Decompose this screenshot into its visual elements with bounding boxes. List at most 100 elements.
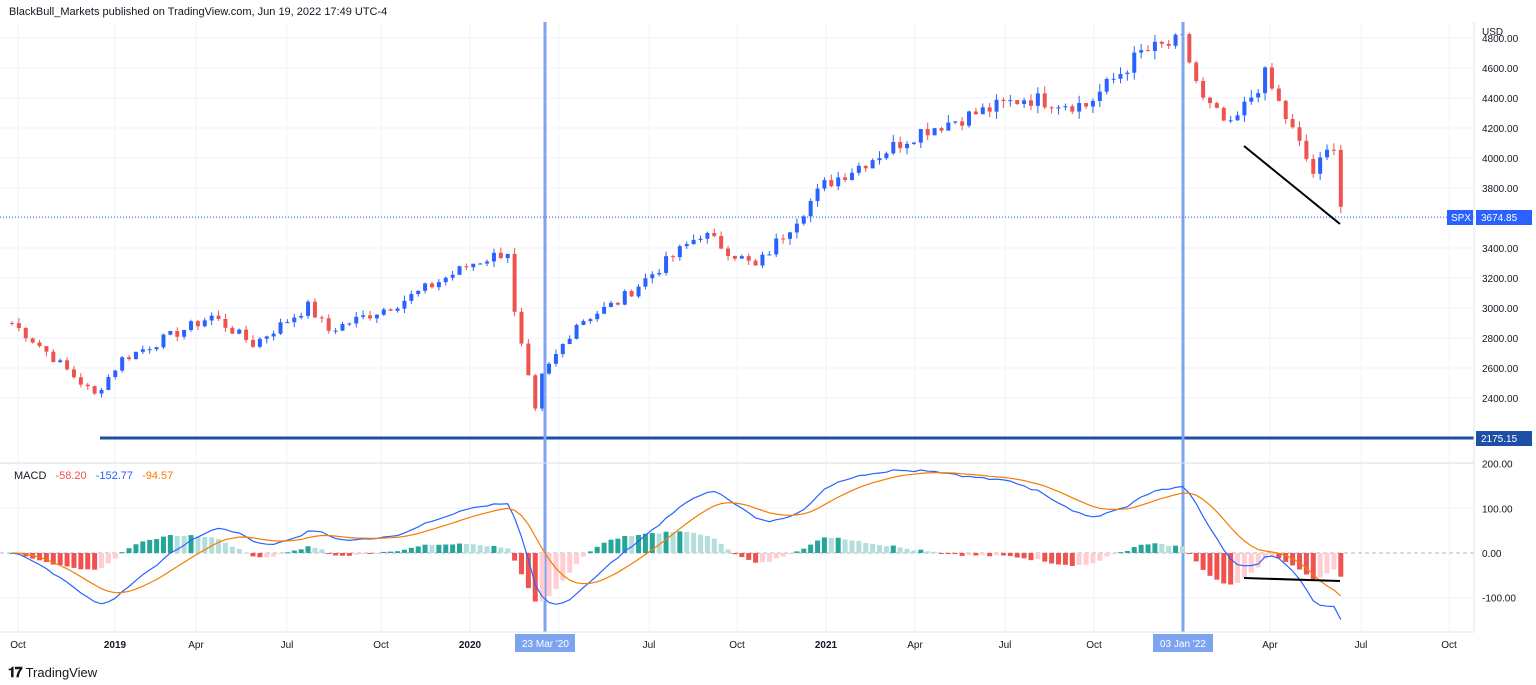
price-tick-label: 3000.00 [1482,304,1519,315]
price-trendline[interactable] [1243,145,1341,225]
candle-body [856,165,861,173]
candle-body [140,349,145,352]
macd-hist-bar [698,534,704,553]
macd-hist-bar [877,545,883,553]
candle-body [967,111,972,126]
macd-hist-bar [994,553,1000,556]
candle-body [1056,107,1061,109]
candle-body [78,377,83,385]
candle-body [478,263,483,265]
macd-hist-bar [195,536,201,553]
candlestick-series [10,31,1343,412]
macd-hist-bar [50,553,56,565]
grid [0,22,1474,632]
candle-body [698,238,703,240]
macd-hist-bar [945,553,951,554]
candle-body [464,266,469,268]
macd-hist-bar [339,553,345,556]
macd-axis[interactable]: 200.00 100.00 0.00 -100.00 [1482,460,1516,605]
macd-hist-bar [546,553,552,597]
candle-body [588,319,593,322]
macd-hist-bar [808,544,814,553]
candle-body [567,338,572,345]
candle-body [760,254,765,266]
macd-hist-bar [250,553,256,557]
tradingview-brand[interactable]: 𝟏𝟕 TradingView [8,664,97,681]
candle-body [1207,97,1212,104]
candle-body [106,377,111,390]
macd-hist-bar [518,553,524,575]
candle-body [1001,99,1006,102]
candle-body [636,286,641,297]
candle-body [319,317,324,319]
candle-body [347,323,352,325]
candle-body [973,111,978,115]
macd-hist-bar [615,538,621,553]
macd-hist-bar [883,546,889,553]
macd-hist-bar [512,553,518,561]
macd-hist-bar [732,553,738,555]
macd-hist-bar [99,553,105,569]
macd-hist-bar [1014,553,1020,558]
candle-body [154,347,159,350]
macd-hist-bar [415,546,421,553]
macd-trendline[interactable] [1243,577,1341,582]
candle-body [1276,88,1281,101]
macd-hist-bar [284,552,290,554]
macd-hist-bar [1283,553,1289,562]
macd-hist-bar [938,553,944,554]
candle-body [161,334,166,348]
macd-hist-bar [71,553,77,568]
macd-hist-bar [918,549,924,553]
macd-hist-bar [92,553,98,570]
macd-hist-bar [319,549,325,553]
candle-body [781,238,786,240]
candle-body [684,244,689,247]
time-axis[interactable]: Oct 2019 Apr Jul Oct 2020 Apr Jul Oct 2021 Apr Jul O… [10,640,1457,651]
candle-body [595,313,600,320]
macd-hist-bar [594,546,600,553]
macd-hist-bar [388,551,394,553]
candle-body [1097,91,1102,101]
candle-body [877,158,882,161]
time-tick-label: 2020 [459,640,482,651]
macd-hist-bar [1138,544,1144,553]
candle-body [1228,120,1233,122]
macd-hist-bar [897,547,903,553]
macd-hist-bar [105,553,111,564]
candle-body [285,322,290,324]
macd-hist-bar [23,553,29,557]
candle-body [1104,78,1109,92]
macd-hist-bar [863,542,869,553]
macd-hist-bar [815,540,821,553]
macd-hist-bar [952,553,958,555]
macd-hist-bar [229,546,235,553]
macd-hist-bar [629,536,635,553]
candle-body [1111,78,1116,80]
candle-body [664,256,669,273]
candle-body [1015,100,1020,105]
macd-legend[interactable]: MACD -58.20 -152.77 -94.57 [14,470,173,482]
macd-hist-bar [450,544,456,553]
macd-hist-bar [821,537,827,553]
macd-hist-bar [574,553,580,564]
candle-body [1290,119,1295,128]
macd-hist-bar [1303,553,1309,575]
macd-hist-bar [160,536,166,553]
macd-hist-bar [1255,553,1261,568]
macd-hist-bar [649,533,655,553]
macd-hist-bar [126,548,132,553]
candle-body [202,320,207,327]
candle-body [1201,81,1206,98]
candle-body [822,180,827,189]
macd-hist-bar [1021,553,1027,559]
macd-hist-bar [1152,543,1158,553]
candle-body [939,128,944,131]
macd-hist-bar [367,553,373,554]
candle-body [581,321,586,325]
candle-body [354,316,359,324]
candle-body [374,314,379,319]
candle-body [1304,140,1309,160]
macd-hist-bar [987,553,993,557]
